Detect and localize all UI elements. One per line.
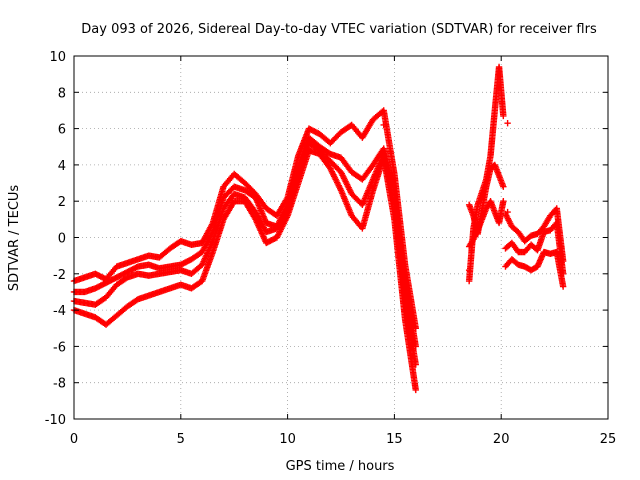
x-tick-label: 0 (70, 432, 78, 447)
x-tick-label: 25 (600, 432, 617, 447)
data-point (380, 121, 387, 129)
data-point (500, 112, 507, 120)
x-tick-label: 10 (279, 432, 296, 447)
data-point (559, 283, 567, 290)
data-point (500, 198, 507, 205)
x-axis-label: GPS time / hours (286, 459, 395, 474)
series-10 (502, 248, 567, 290)
data-point (500, 183, 507, 190)
series-4 (70, 147, 419, 394)
series-2 (70, 134, 419, 350)
x-tick-label: 5 (177, 432, 185, 447)
data-point (465, 266, 473, 274)
x-tick-labels: 0 5 10 15 20 25 (70, 432, 616, 447)
y-tick-label: -10 (45, 413, 66, 428)
y-tick-labels: -10 -8 -6 -4 -2 0 2 4 6 8 10 (45, 50, 66, 428)
y-tick-label: -2 (53, 268, 66, 283)
data-point (412, 386, 419, 394)
y-tick-label: 4 (58, 159, 66, 174)
y-tick-label: -6 (53, 340, 66, 355)
y-tick-label: 10 (49, 50, 66, 65)
y-tick-label: 8 (58, 86, 66, 101)
series-7 (465, 198, 507, 250)
data-points (70, 63, 567, 394)
series-8 (502, 205, 567, 265)
y-tick-label: 6 (58, 123, 66, 138)
y-tick-label: 0 (58, 232, 66, 247)
data-point (504, 208, 511, 216)
x-tick-label: 20 (493, 432, 510, 447)
x-tick-label: 15 (386, 432, 403, 447)
y-tick-label: 2 (58, 195, 66, 210)
axis-ticks (73, 55, 609, 420)
chart-title: Day 093 of 2026, Sidereal Day-to-day VTE… (81, 22, 597, 37)
y-axis-label: SDTVAR / TECUs (7, 185, 22, 292)
data-point (504, 119, 511, 127)
series-5 (465, 63, 507, 285)
y-tick-label: -4 (53, 304, 66, 319)
y-tick-label: -8 (53, 377, 66, 392)
